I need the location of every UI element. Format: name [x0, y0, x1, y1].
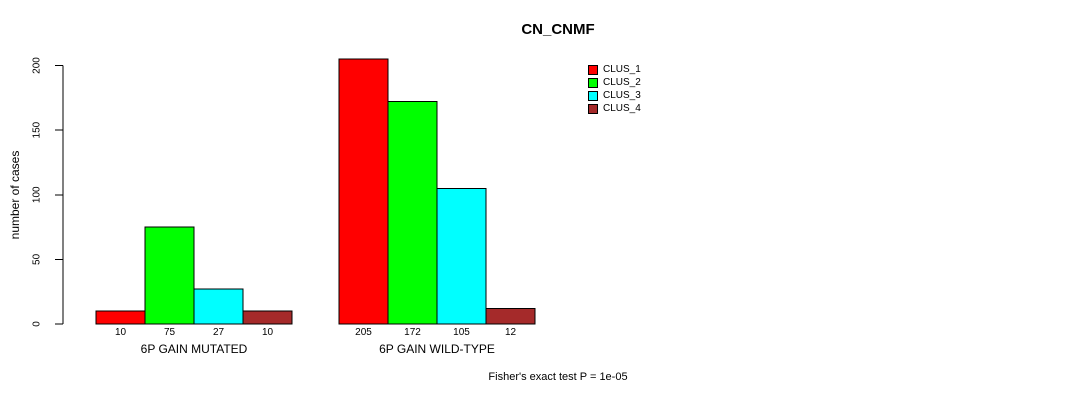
legend-swatch-clus_3: [588, 90, 598, 101]
bar-clus_2-group2: [387, 101, 438, 325]
y-tick-label: 150: [32, 121, 43, 138]
y-tick-label: 0: [32, 321, 43, 327]
bar-value-label: 27: [213, 327, 225, 338]
bar-value-label: 10: [262, 327, 274, 338]
legend-item-clus_2: CLUS_2: [588, 76, 641, 89]
x-category-label: 6P GAIN MUTATED: [141, 342, 248, 356]
legend: CLUS_1 CLUS_2 CLUS_3 CLUS_4: [588, 63, 641, 115]
x-category-label: 6P GAIN WILD-TYPE: [379, 342, 495, 356]
bar-clus_3-group2: [436, 187, 487, 325]
y-tick-label: 200: [32, 57, 43, 74]
legend-item-clus_3: CLUS_3: [588, 89, 641, 102]
bar-clus_2-group1: [144, 226, 195, 325]
bar-value-label: 12: [505, 327, 517, 338]
legend-label: CLUS_1: [603, 64, 641, 75]
y-tick-label: 100: [32, 186, 43, 203]
bar-value-label: 205: [355, 327, 372, 338]
bar-clus_4-group1: [242, 310, 293, 325]
bar-value-label: 105: [453, 327, 470, 338]
bar-value-label: 10: [115, 327, 127, 338]
legend-label: CLUS_4: [603, 103, 641, 114]
bar-clus_1-group2: [338, 58, 389, 325]
legend-item-clus_4: CLUS_4: [588, 102, 641, 115]
legend-swatch-clus_4: [588, 103, 598, 114]
legend-item-clus_1: CLUS_1: [588, 63, 641, 76]
legend-label: CLUS_3: [603, 90, 641, 101]
bar-value-label: 172: [404, 327, 421, 338]
chart-title: CN_CNMF: [521, 21, 595, 38]
fisher-test-note: Fisher's exact test P = 1e-05: [488, 371, 628, 383]
legend-swatch-clus_1: [588, 64, 598, 75]
bar-clus_1-group1: [95, 310, 146, 325]
y-tick-label: 50: [32, 253, 43, 265]
legend-label: CLUS_2: [603, 77, 641, 88]
legend-swatch-clus_2: [588, 77, 598, 88]
bar-clus_3-group1: [193, 288, 244, 325]
bar-value-label: 75: [164, 327, 176, 338]
bar-clus_4-group2: [485, 307, 536, 325]
